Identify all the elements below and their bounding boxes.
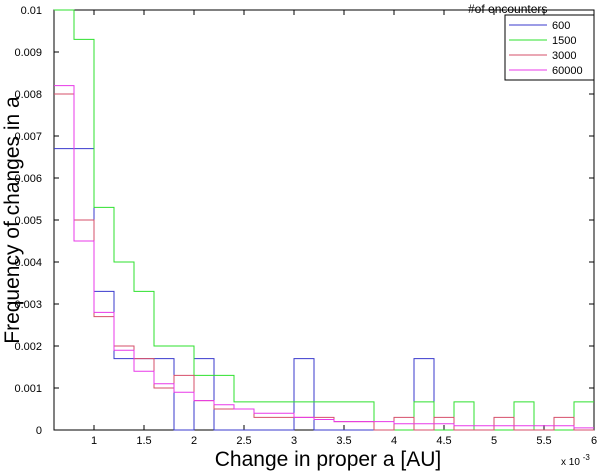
- x-axis-title: Change in proper a [AU]: [215, 448, 441, 471]
- x-tick-label: 3: [291, 435, 297, 447]
- y-tick-label: 0.003: [14, 299, 42, 311]
- tick-labels: 1 1.5 2 2.5 3 3.5 4 4.5 5 5.5 6 0 0.001 0.002 0.003 0.0…: [14, 5, 597, 447]
- y-tick-label: 0.009: [14, 47, 42, 59]
- series-line-3000: [54, 93, 594, 431]
- y-tick-label: 0.005: [14, 215, 42, 227]
- x-tick-label: 4.5: [436, 435, 451, 447]
- x-axis-multiplier: x 10 -3: [561, 453, 590, 468]
- x-tick-label: 2.5: [236, 435, 251, 447]
- x-tick-label: 3.5: [336, 435, 351, 447]
- x-tick-label: 2: [191, 435, 197, 447]
- y-tick-label: 0.006: [14, 173, 42, 185]
- y-tick-label: 0.01: [21, 5, 42, 17]
- y-tick-label: 0: [36, 425, 42, 437]
- x-tick-label: 6: [591, 435, 597, 447]
- y-tick-label: 0.007: [14, 131, 42, 143]
- x-tick-label: 4: [391, 435, 397, 447]
- x-tick-label: 5.5: [536, 435, 551, 447]
- x-tick-label: 5: [491, 435, 497, 447]
- legend-label-600: 600: [552, 20, 570, 32]
- y-tick-label: 0.002: [14, 341, 42, 353]
- legend-label-1500: 1500: [552, 35, 576, 47]
- legend: #of encounters 600 1500 3000 60000: [468, 2, 595, 81]
- legend-label-3000: 3000: [552, 50, 576, 62]
- x-axis-multiplier-base: x 10: [561, 457, 580, 468]
- y-axis-title: Frequency of changes in a: [1, 96, 24, 344]
- x-axis-multiplier-exponent: -3: [583, 453, 591, 462]
- x-tick-label: 1: [91, 435, 97, 447]
- legend-title: #of encounters: [468, 2, 547, 16]
- data-series: [54, 9, 594, 431]
- y-tick-label: 0.008: [14, 89, 42, 101]
- series-line-60000: [54, 85, 594, 429]
- y-tick-label: 0.004: [14, 257, 42, 269]
- legend-box: [504, 14, 595, 81]
- y-tick-label: 0.001: [14, 383, 42, 395]
- x-tick-label: 1.5: [136, 435, 151, 447]
- series-line-600: [54, 148, 594, 431]
- legend-label-60000: 60000: [552, 65, 583, 77]
